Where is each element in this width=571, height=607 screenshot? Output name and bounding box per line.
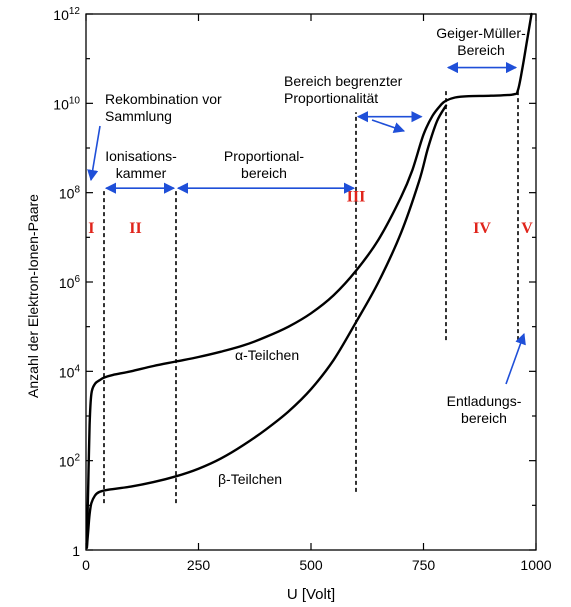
region-boundaries — [103, 89, 519, 504]
y-tick-label-4: 108 — [59, 185, 81, 202]
svg-text:bereich: bereich — [461, 410, 507, 426]
series-label-alpha: α-Teilchen — [235, 347, 299, 363]
svg-text:Ionisations-: Ionisations- — [105, 148, 177, 164]
svg-text:kammer: kammer — [116, 165, 167, 181]
series-curves — [85, 12, 533, 549]
x-axis-label: U [Volt] — [287, 586, 335, 603]
arrow-rekombination — [87, 125, 101, 182]
x-tick-label-1: 250 — [187, 557, 211, 573]
annotation-arrows — [87, 61, 526, 385]
annotation-proportionalbereich: Proportional- bereich — [224, 148, 304, 181]
annotation-rekombination: Rekombination vor Sammlung — [105, 91, 222, 124]
svg-text:Bereich begrenzter: Bereich begrenzter — [284, 73, 403, 89]
y-tick-label-1: 102 — [59, 453, 81, 470]
region-numeral-v: V — [521, 220, 533, 237]
x-tick-label-2: 500 — [299, 557, 323, 573]
y-axis-label: Anzahl der Elektron-Ionen-Paare — [25, 194, 41, 398]
svg-text:Proportionalität: Proportionalität — [284, 90, 378, 106]
annotation-begrenzte-proportionalitaet: Bereich begrenzter Proportionalität — [284, 73, 403, 106]
y-tick-label-6: 1012 — [53, 6, 80, 23]
svg-text:Sammlung: Sammlung — [105, 108, 172, 124]
svg-text:Bereich: Bereich — [457, 42, 504, 58]
series-line-1 — [85, 104, 448, 549]
region-numeral-i: I — [88, 220, 94, 237]
y-tick-label-5: 1010 — [53, 95, 80, 112]
x-tick-label-3: 750 — [412, 557, 436, 573]
svg-text:bereich: bereich — [241, 165, 287, 181]
series-label-beta: β-Teilchen — [218, 471, 282, 487]
x-tick-label-4: 1000 — [520, 557, 551, 573]
svg-text:Rekombination vor: Rekombination vor — [105, 91, 222, 107]
svg-text:Proportional-: Proportional- — [224, 148, 304, 164]
x-tick-label-0: 0 — [82, 557, 90, 573]
y-tick-label-0: 1 — [72, 543, 80, 559]
y-tick-labels: 1 102 104 106 108 1010 1012 — [53, 6, 80, 559]
region-numeral-iv: IV — [473, 220, 491, 237]
series-line-0 — [85, 12, 533, 547]
y-tick-label-3: 106 — [59, 274, 81, 291]
annotation-entladungsbereich: Entladungs- bereich — [447, 393, 522, 426]
region-numeral-iii: III — [347, 189, 366, 206]
svg-text:Entladungs-: Entladungs- — [447, 393, 522, 409]
svg-text:Geiger-Müller-: Geiger-Müller- — [436, 25, 526, 41]
annotation-geiger-mueller: Geiger-Müller- Bereich — [436, 25, 526, 58]
region-numeral-ii: II — [129, 220, 141, 237]
y-tick-label-2: 104 — [59, 363, 81, 380]
x-tick-labels: 0 250 500 750 1000 — [82, 557, 552, 573]
arrow-entladungsbereich — [505, 332, 526, 385]
arrow-begrenzte-pointer — [371, 119, 406, 134]
annotation-ionisationskammer: Ionisations- kammer — [105, 148, 177, 181]
